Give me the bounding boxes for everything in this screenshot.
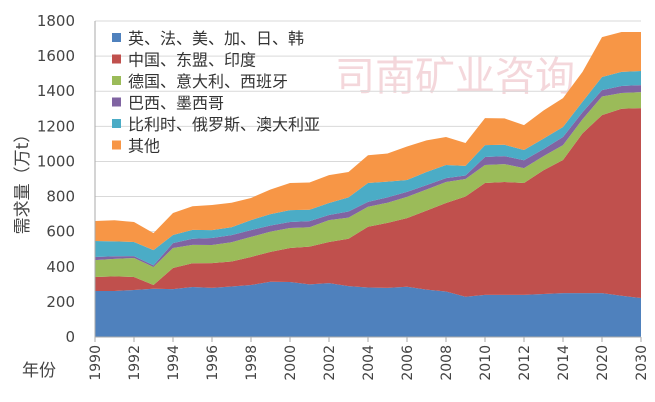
legend-label: 巴西、墨西哥 xyxy=(128,94,224,113)
x-tick-label: 1998 xyxy=(244,345,260,381)
x-tick-label: 1996 xyxy=(205,345,221,381)
x-tick-label: 2020 xyxy=(595,345,611,381)
y-tick-label: 1800 xyxy=(37,12,75,30)
x-tick-label: 2012 xyxy=(517,345,533,381)
legend-label: 其他 xyxy=(128,137,160,156)
y-tick-label: 1600 xyxy=(37,47,75,65)
legend-label: 英、法、美、加、日、韩 xyxy=(128,29,304,48)
x-tick-label: 1990 xyxy=(88,345,104,381)
y-tick-label: 1200 xyxy=(37,117,75,135)
x-tick-label: 2002 xyxy=(322,345,338,381)
area-series-5 xyxy=(95,32,641,251)
x-tick-label: 2030 xyxy=(634,345,650,381)
area-series-1 xyxy=(95,108,641,299)
y-axis-title: 需求量（万t） xyxy=(13,126,33,235)
x-tick-label: 2006 xyxy=(400,345,416,381)
x-tick-label: 2004 xyxy=(361,345,377,381)
y-tick-label: 0 xyxy=(65,328,75,346)
x-tick-label: 2014 xyxy=(556,345,572,381)
legend-swatch xyxy=(112,54,121,64)
y-tick-label: 200 xyxy=(46,293,75,311)
x-tick-label: 2010 xyxy=(478,345,494,381)
x-axis-title: 年份 xyxy=(22,361,56,381)
x-tick-label: 2008 xyxy=(439,345,455,381)
y-tick-label: 800 xyxy=(46,188,75,206)
y-tick-label: 1000 xyxy=(37,152,75,170)
legend-label: 比利时、俄罗斯、澳大利亚 xyxy=(128,115,320,134)
legend-label: 中国、东盟、印度 xyxy=(128,51,256,70)
y-tick-label: 600 xyxy=(46,223,75,241)
legend-swatch xyxy=(112,119,121,128)
y-tick-label: 400 xyxy=(46,258,75,276)
x-tick-label: 1994 xyxy=(166,345,182,381)
watermark-logo: 司南矿业咨询 xyxy=(335,54,575,100)
x-tick-label: 1992 xyxy=(127,345,143,381)
area-series-2 xyxy=(95,92,641,286)
legend-label: 德国、意大利、西班牙 xyxy=(128,72,288,91)
legend-swatch xyxy=(112,76,121,85)
x-tick-label: 2000 xyxy=(283,345,299,381)
legend-swatch xyxy=(112,33,121,42)
area-series-0 xyxy=(95,281,641,337)
legend-swatch xyxy=(112,97,121,107)
legend-swatch xyxy=(112,140,121,150)
y-tick-label: 1400 xyxy=(37,82,75,100)
